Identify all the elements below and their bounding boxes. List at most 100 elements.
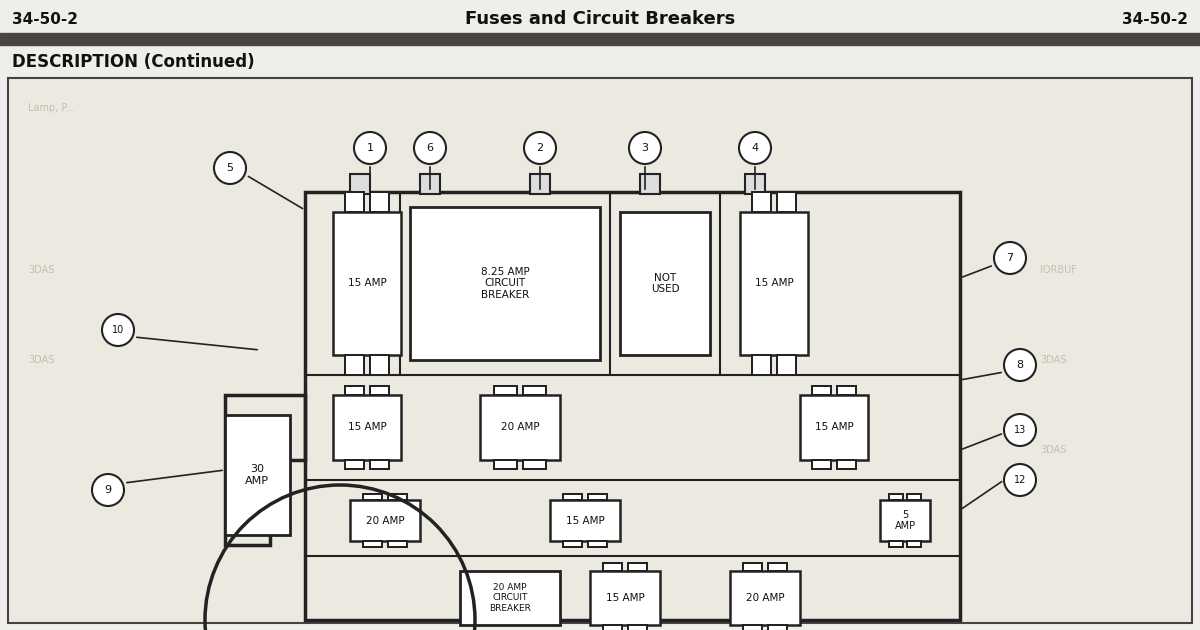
Bar [588, 541, 607, 547]
Circle shape [524, 132, 556, 164]
Bar [494, 386, 517, 395]
Bar [530, 174, 550, 194]
Text: 8.25 AMP
CIRCUIT
BREAKER: 8.25 AMP CIRCUIT BREAKER [481, 267, 529, 300]
Bar [743, 563, 762, 571]
Bar [305, 192, 960, 620]
Bar [889, 541, 904, 547]
Bar [880, 500, 930, 541]
Text: 15 AMP: 15 AMP [606, 593, 644, 603]
Text: 15 AMP: 15 AMP [565, 515, 605, 525]
Circle shape [739, 132, 772, 164]
Circle shape [92, 474, 124, 506]
Bar [370, 192, 389, 212]
Bar [588, 495, 607, 500]
Bar [768, 625, 787, 630]
Text: Fuses and Circuit Breakers: Fuses and Circuit Breakers [464, 10, 736, 28]
Bar [480, 395, 560, 460]
Circle shape [214, 152, 246, 184]
Circle shape [1004, 349, 1036, 381]
Text: 10: 10 [112, 325, 124, 335]
Text: 6: 6 [426, 143, 433, 153]
Text: DESCRIPTION (Continued): DESCRIPTION (Continued) [12, 53, 254, 71]
Bar [8, 78, 1192, 623]
Text: 7: 7 [1007, 253, 1014, 263]
Bar [370, 386, 389, 395]
Bar [620, 212, 710, 355]
Text: 4: 4 [751, 143, 758, 153]
Bar [350, 500, 420, 541]
Bar [388, 541, 408, 547]
Text: Lamp, P...: Lamp, P... [28, 103, 74, 113]
Bar [346, 355, 365, 375]
Text: 20 AMP: 20 AMP [500, 423, 539, 433]
Bar [346, 192, 365, 212]
Text: 3DAS: 3DAS [1040, 445, 1067, 455]
Bar [410, 207, 600, 360]
Bar [743, 625, 762, 630]
Bar [563, 495, 582, 500]
Bar [370, 355, 389, 375]
Text: 15 AMP: 15 AMP [815, 423, 853, 433]
Bar [346, 460, 365, 469]
Bar [768, 563, 787, 571]
Circle shape [414, 132, 446, 164]
Text: 34-50-2: 34-50-2 [12, 11, 78, 26]
Text: 15 AMP: 15 AMP [348, 278, 386, 289]
Bar [523, 386, 546, 395]
Bar [602, 625, 623, 630]
Bar [523, 460, 546, 469]
Bar [226, 415, 290, 535]
Bar [776, 192, 796, 212]
Bar [907, 495, 922, 500]
Circle shape [354, 132, 386, 164]
Bar [420, 174, 440, 194]
Bar [362, 495, 383, 500]
Bar [350, 174, 370, 194]
Bar [550, 500, 620, 541]
Bar [836, 386, 856, 395]
Bar [745, 174, 766, 194]
Text: 15 AMP: 15 AMP [755, 278, 793, 289]
Bar [602, 563, 623, 571]
Text: 1: 1 [366, 143, 373, 153]
Text: 3DAS: 3DAS [28, 265, 54, 275]
Text: 30
AMP: 30 AMP [245, 464, 269, 486]
Bar [370, 460, 389, 469]
Bar [334, 212, 401, 355]
Text: 5
AMP: 5 AMP [894, 510, 916, 531]
Bar [889, 495, 904, 500]
Text: 15 AMP: 15 AMP [348, 423, 386, 433]
Text: 20 AMP: 20 AMP [745, 593, 785, 603]
Bar [362, 541, 383, 547]
Bar [628, 563, 648, 571]
Text: NOT
USED: NOT USED [650, 273, 679, 294]
Bar [346, 386, 365, 395]
Bar [907, 541, 922, 547]
Bar [730, 571, 800, 625]
Bar [334, 395, 401, 460]
Bar [0, 33, 1200, 45]
Bar [776, 355, 796, 375]
Bar [388, 495, 408, 500]
Bar [752, 192, 772, 212]
Bar [640, 174, 660, 194]
Text: 20 AMP: 20 AMP [366, 515, 404, 525]
Bar [628, 625, 648, 630]
Bar [563, 541, 582, 547]
Text: 9: 9 [104, 485, 112, 495]
Bar [812, 386, 832, 395]
Text: 20 AMP
CIRCUIT
BREAKER: 20 AMP CIRCUIT BREAKER [490, 583, 530, 613]
Text: 5: 5 [227, 163, 234, 173]
Circle shape [1004, 464, 1036, 496]
Text: 3DAS: 3DAS [28, 355, 54, 365]
Text: 34-50-2: 34-50-2 [1122, 11, 1188, 26]
Bar [740, 212, 808, 355]
Bar [836, 460, 856, 469]
Bar [752, 355, 772, 375]
Text: 3DAS: 3DAS [1040, 355, 1067, 365]
Bar [800, 395, 868, 460]
Circle shape [102, 314, 134, 346]
Bar [590, 571, 660, 625]
Text: 13: 13 [1014, 425, 1026, 435]
Circle shape [629, 132, 661, 164]
